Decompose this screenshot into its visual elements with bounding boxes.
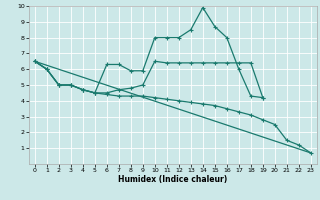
- X-axis label: Humidex (Indice chaleur): Humidex (Indice chaleur): [118, 175, 228, 184]
